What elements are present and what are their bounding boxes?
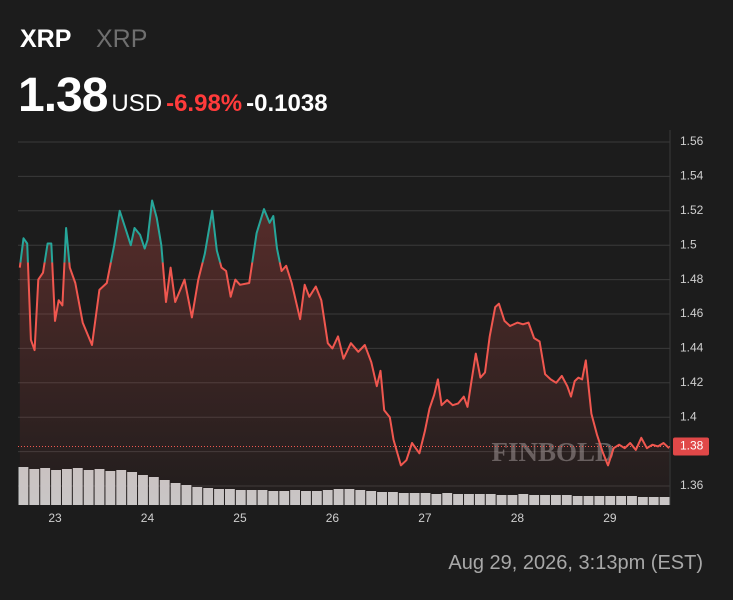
y-tick-label: 1.48 xyxy=(680,272,704,286)
x-tick-label: 23 xyxy=(48,511,62,525)
price-area xyxy=(19,200,670,505)
last-price-label: 1.38 xyxy=(680,439,704,453)
y-tick-label: 1.46 xyxy=(680,306,704,320)
price-row: 1.38 USD -6.98% -0.1038 xyxy=(18,68,328,123)
last-price-box xyxy=(673,437,709,456)
change: -0.1038 xyxy=(246,90,328,117)
y-tick-label: 1.42 xyxy=(680,375,704,389)
timestamp: Aug 29, 2026, 3:13pm (EST) xyxy=(448,552,703,574)
y-tick-label: 1.5 xyxy=(680,237,697,251)
price-line xyxy=(18,199,670,467)
x-tick-label: 26 xyxy=(326,511,340,525)
y-tick-label: 1.52 xyxy=(680,203,704,217)
x-tick-label: 25 xyxy=(233,511,247,525)
y-tick-label: 1.44 xyxy=(680,341,704,355)
y-tick-label: 1.4 xyxy=(680,409,697,423)
x-tick-label: 24 xyxy=(141,511,155,525)
chart: 1.36 1.38 1.4 1.42 1.44 1.46 1.48 1.5 1.52 1.54 1.… xyxy=(18,130,709,525)
y-tick-label: 1.36 xyxy=(680,478,704,492)
x-tick-label: 28 xyxy=(511,511,525,525)
change-pct: -6.98% xyxy=(166,90,243,117)
x-tick-label: 29 xyxy=(603,511,617,525)
price: 1.38 xyxy=(18,69,108,122)
asset-name: XRP xyxy=(96,25,148,53)
symbol: XRP xyxy=(20,25,72,53)
currency: USD xyxy=(111,90,163,117)
x-tick-label: 27 xyxy=(418,511,432,525)
y-tick-label: 1.56 xyxy=(680,134,704,148)
y-tick-label: 1.54 xyxy=(680,169,704,183)
